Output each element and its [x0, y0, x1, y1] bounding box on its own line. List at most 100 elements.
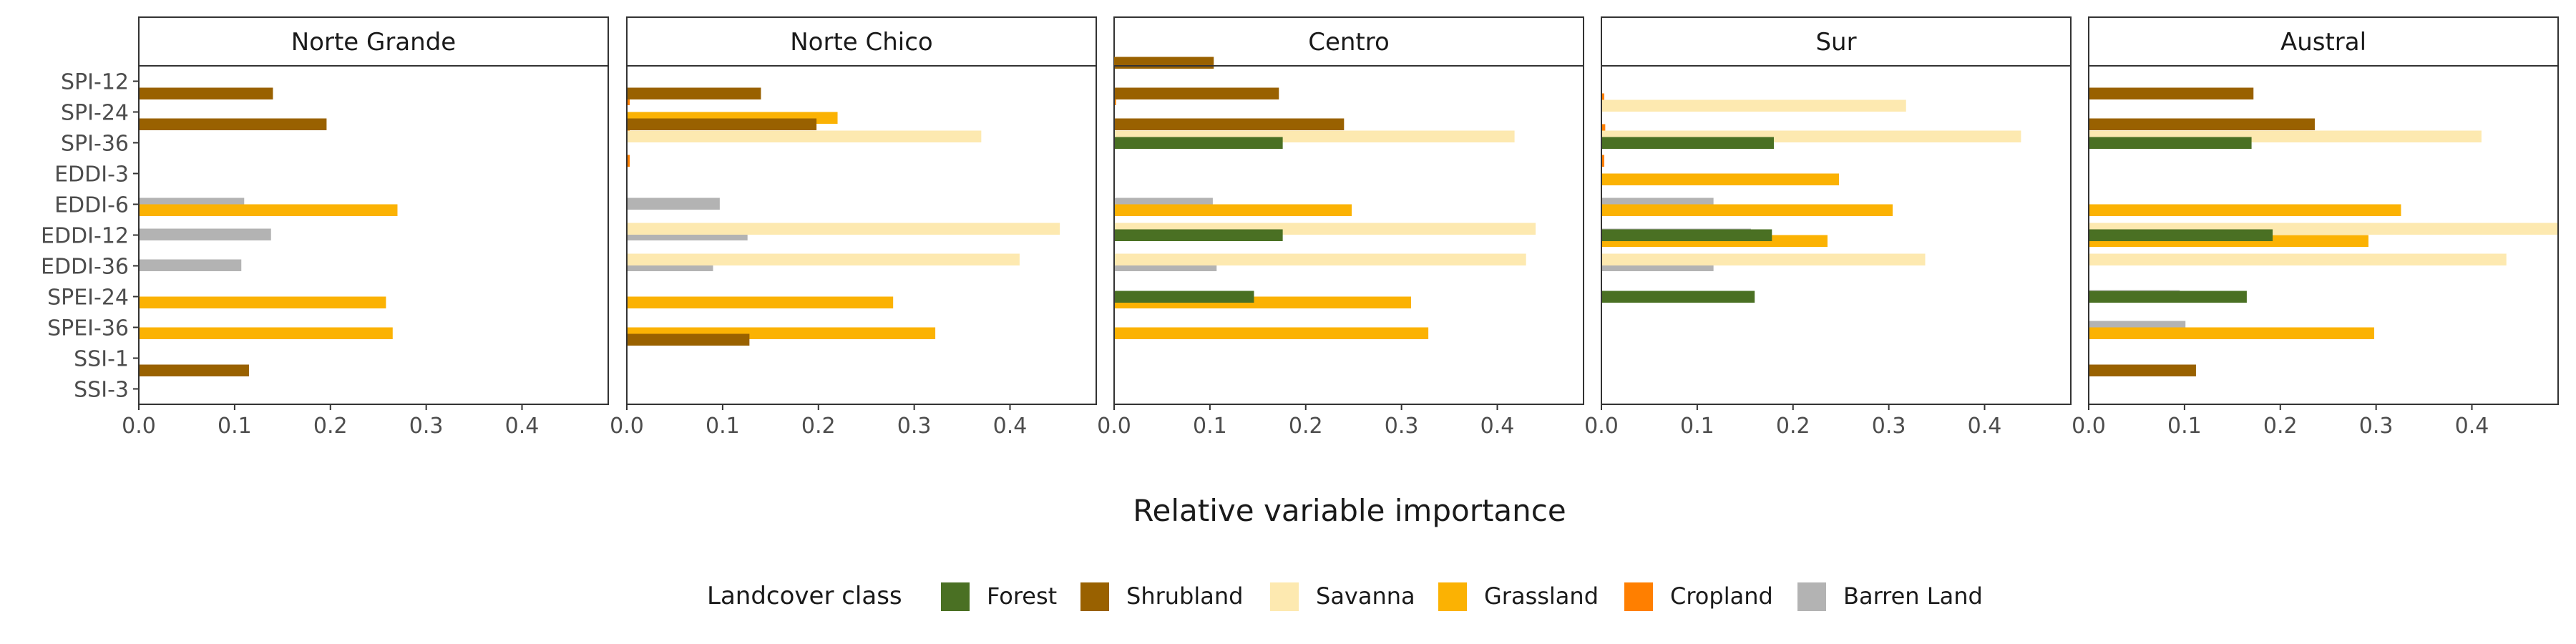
legend-label: Cropland — [1670, 582, 1773, 610]
bar-eddi-6-grassland — [1114, 204, 1352, 216]
bar-eddi-3-forest — [1114, 137, 1283, 149]
x-tick-label: 0.0 — [1097, 414, 1131, 439]
legend-label: Shrubland — [1126, 582, 1243, 610]
bar-spi-36-savanna — [627, 130, 982, 142]
bar-eddi-3-forest — [2089, 137, 2252, 149]
bar-spei-36-forest — [1601, 291, 1755, 303]
legend-swatch — [1080, 582, 1109, 611]
legend-swatch — [941, 582, 970, 611]
bar-spei-36-grassland — [139, 327, 393, 339]
x-tick-label: 0.4 — [1968, 414, 2002, 439]
x-axis-title: Relative variable importance — [1133, 493, 1566, 528]
panel-border — [626, 65, 1097, 405]
x-tick-label: 0.1 — [706, 414, 740, 439]
facet-title: Austral — [2280, 28, 2366, 57]
panel-border — [1113, 65, 1584, 405]
legend-label: Grassland — [1484, 582, 1599, 610]
x-tick-label: 0.1 — [218, 414, 252, 439]
bar-eddi-12-savanna — [627, 223, 1060, 235]
bar-spi-24-shrubland — [2089, 87, 2254, 99]
facet-austral: Austral 0.0 0.1 0.2 0.3 0.4 — [2072, 16, 2559, 439]
x-tick-label: 0.2 — [2263, 414, 2298, 439]
bar-eddi-36-savanna — [1601, 253, 1926, 265]
bar-spi-36-cropland — [1601, 155, 1605, 167]
facet-norte-chico: Norte Chico 0.0 0.1 0.2 0.3 0.4 — [610, 16, 1097, 439]
x-tick-label: 0.3 — [2359, 414, 2394, 439]
y-tick-label: EDDI-3 — [54, 162, 129, 187]
y-tick-label: SPEI-24 — [47, 286, 129, 311]
y-tick-label: EDDI-36 — [41, 255, 129, 280]
bar-eddi-36-forest — [2089, 229, 2273, 241]
legend-item-shrubland: Shrubland — [1080, 582, 1243, 611]
bar-spei-24-grassland — [627, 296, 894, 308]
bar-eddi-36-savanna — [1114, 253, 1526, 265]
bar-eddi-3-grassland — [1601, 173, 1840, 185]
legend-label: Forest — [987, 582, 1057, 610]
y-tick-label: SPI-36 — [61, 132, 129, 157]
bar-eddi-36-forest — [1114, 229, 1283, 241]
facet-title: Sur — [1815, 28, 1856, 57]
x-tick-label: 0.2 — [1289, 414, 1323, 439]
bar-eddi-6-grassland — [2089, 204, 2401, 216]
bar-eddi-3-forest — [1601, 137, 1774, 149]
bar-ssi-1-shrubland — [627, 333, 750, 346]
legend-swatch — [1438, 582, 1467, 611]
legend-item-forest: Forest — [941, 582, 1057, 611]
bar-spei-36-forest — [1114, 291, 1254, 303]
facet-sur: Sur 0.0 0.1 0.2 0.3 0.4 — [1584, 16, 2072, 439]
bar-spei-24-grassland — [139, 296, 386, 308]
bar-spi-12-cropland — [1601, 93, 1605, 105]
y-tick-label: SSI-1 — [74, 347, 129, 372]
x-tick-label: 0.2 — [313, 414, 348, 439]
bar-spi-36-shrubland — [2089, 118, 2315, 130]
facet-strip — [1601, 16, 2072, 67]
bar-ssi-3-shrubland — [139, 364, 249, 376]
bar-spi-36-shrubland — [139, 118, 327, 130]
bar-spi-24-savanna — [1601, 99, 1906, 112]
legend-item-grassland: Grassland — [1438, 582, 1599, 611]
legend-swatch — [1624, 582, 1653, 611]
facet-title: Norte Grande — [291, 28, 456, 57]
bar-eddi-36-savanna — [627, 253, 1020, 265]
bar-spei-36-grassland — [1114, 327, 1429, 339]
x-tick-label: 0.1 — [1680, 414, 1714, 439]
legend-item-barren-land: Barren Land — [1797, 582, 1983, 611]
panel-border — [2088, 65, 2559, 405]
bar-spi-24-cropland — [1601, 124, 1606, 136]
facet-norte-grande: Norte Grande 0.0 0.1 0.2 0.3 0.4 SPI-12 SPI-24 S… — [41, 16, 609, 439]
x-tick-label: 0.0 — [1584, 414, 1619, 439]
x-tick-label: 0.2 — [1776, 414, 1810, 439]
x-tick-label: 0.4 — [2455, 414, 2489, 439]
bar-eddi-6-grassland — [1601, 204, 1893, 216]
y-tick-label: SPI-24 — [61, 101, 129, 126]
bar-eddi-6-barren-land — [139, 228, 271, 240]
legend-swatch — [1797, 582, 1826, 611]
facet-strip — [138, 16, 609, 67]
y-tick-label: EDDI-12 — [41, 224, 129, 249]
legend-label: Barren Land — [1843, 582, 1983, 610]
facet-strip — [2088, 16, 2559, 67]
legend: Landcover class Forest Shrubland Savanna Gra… — [707, 582, 1983, 611]
bar-spei-36-forest — [2089, 291, 2247, 303]
x-tick-label: 0.1 — [2167, 414, 2202, 439]
y-tick-label: EDDI-6 — [54, 193, 129, 218]
bar-spi-36-shrubland — [1114, 118, 1345, 130]
x-tick-label: 0.4 — [993, 414, 1028, 439]
bar-eddi-36-forest — [1601, 229, 1772, 241]
x-tick-label: 0.0 — [610, 414, 644, 439]
facet-title: Norte Chico — [790, 28, 933, 57]
facet-centro: Centro 0.0 0.1 0.2 0.3 0.4 — [1097, 16, 1584, 439]
bar-spi-24-shrubland — [139, 87, 273, 99]
bar-ssi-3-shrubland — [2089, 364, 2196, 376]
bar-spi-24-shrubland — [627, 87, 761, 99]
panel-border — [1601, 65, 2072, 405]
x-tick-label: 0.4 — [505, 414, 540, 439]
bar-spei-36-grassland — [2089, 327, 2374, 339]
bar-eddi-36-savanna — [2089, 253, 2507, 265]
bar-eddi-12-barren-land — [139, 259, 242, 271]
legend-item-savanna: Savanna — [1270, 582, 1415, 611]
facet-panels: Norte Grande 0.0 0.1 0.2 0.3 0.4 SPI-12 SPI-24 S… — [41, 16, 2559, 439]
x-tick-label: 0.1 — [1193, 414, 1227, 439]
facet-title: Centro — [1308, 28, 1390, 57]
legend-swatch — [1270, 582, 1299, 611]
